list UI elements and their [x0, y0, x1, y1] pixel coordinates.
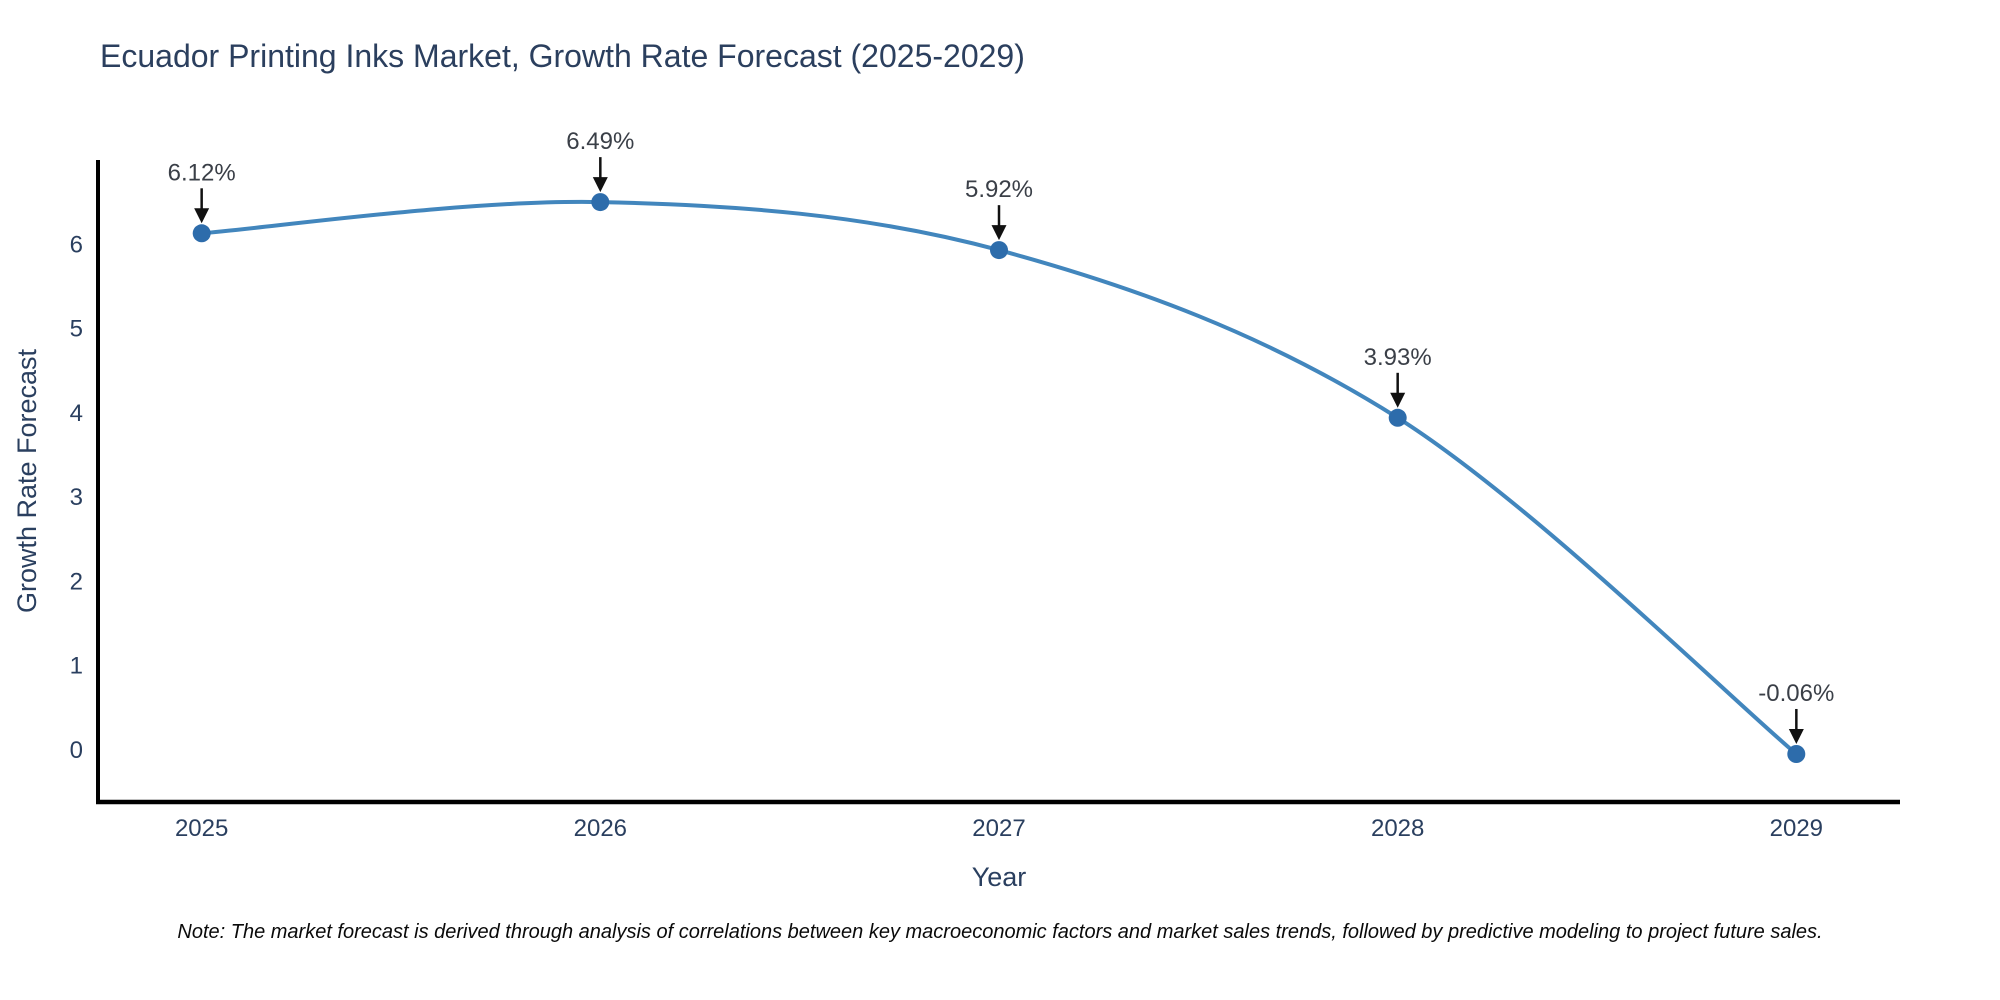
y-tick-label: 2	[70, 568, 83, 595]
data-point-2026	[591, 193, 610, 212]
y-tick-label: 4	[70, 400, 83, 427]
y-tick-label: 0	[70, 737, 83, 764]
data-point-2027	[990, 241, 1008, 260]
annotation-arrowhead	[1788, 728, 1804, 744]
y-axis-title: Growth Rate Forecast	[12, 348, 42, 613]
data-point-2029	[1787, 745, 1806, 763]
annotation-label-2029: -0.06%	[1758, 680, 1834, 707]
x-tick-label: 2029	[1770, 815, 1823, 842]
y-tick-label: 6	[70, 231, 83, 258]
x-tick-label: 2025	[175, 815, 228, 842]
x-axis-title: Year	[972, 862, 1027, 892]
y-tick-label: 3	[70, 484, 83, 511]
annotation-arrowhead	[991, 225, 1007, 241]
footnote: Note: The market forecast is derived thr…	[177, 921, 1823, 943]
annotation-label-2025: 6.12%	[168, 159, 236, 186]
x-tick-label: 2027	[972, 815, 1025, 842]
annotation-arrowhead	[194, 208, 210, 224]
annotation-label-2026: 6.49%	[566, 128, 634, 155]
x-tick-label: 2026	[574, 815, 627, 842]
y-tick-label: 1	[70, 653, 83, 680]
x-tick-label: 2028	[1371, 815, 1424, 842]
data-point-2028	[1388, 408, 1407, 427]
y-tick-label: 5	[70, 316, 83, 343]
annotation-label-2027: 5.92%	[965, 176, 1033, 203]
chart-title: Ecuador Printing Inks Market, Growth Rat…	[100, 38, 1025, 74]
data-point-2025	[192, 224, 211, 243]
series-line	[199, 199, 1799, 756]
annotation-arrowhead	[592, 177, 608, 193]
annotation-label-2028: 3.93%	[1364, 344, 1432, 371]
annotation-arrowhead	[1390, 392, 1406, 408]
